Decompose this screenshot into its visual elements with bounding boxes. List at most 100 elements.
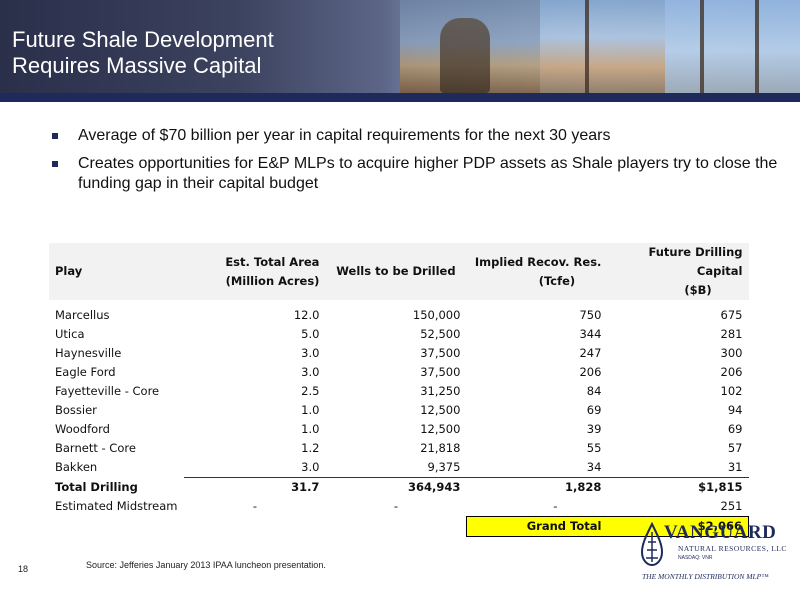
table-header-row: Play Est. Total Area (Million Acres) Wel…	[49, 243, 749, 300]
cell-capital: 675	[720, 308, 743, 322]
cell-area: 12.0	[293, 308, 320, 322]
table-row: Fayetteville - Core 2.5 31,250 84 102	[49, 382, 749, 401]
cell-wells: 37,500	[420, 365, 461, 379]
bullet-item: Creates opportunities for E&P MLPs to ac…	[48, 154, 778, 194]
cell-area: 3.0	[301, 346, 320, 360]
bullet-list: Average of $70 billion per year in capit…	[48, 126, 778, 202]
cell-area: 3.0	[301, 365, 320, 379]
page-title: Future Shale Development Requires Massiv…	[12, 27, 274, 79]
table-row: Haynesville 3.0 37,500 247 300	[49, 344, 749, 363]
worker-silhouette	[440, 18, 490, 93]
midstream-row: Estimated Midstream - - - 251	[49, 497, 749, 517]
cell-area: -	[252, 499, 258, 514]
bullet-text: Creates opportunities for E&P MLPs to ac…	[78, 155, 778, 192]
header-recov-line2: (Tcfe)	[538, 273, 576, 288]
cell-play: Total Drilling	[55, 479, 138, 494]
grand-total-row: Grand Total $2,066	[49, 516, 750, 537]
cell-play: Eagle Ford	[55, 365, 116, 379]
cell-recov: 84	[586, 384, 602, 398]
cell-capital: 251	[720, 499, 743, 513]
table-row: Marcellus 12.0 150,000 750 675	[49, 306, 749, 325]
cell-area: 1.0	[301, 403, 320, 417]
cell-recov: 39	[586, 422, 602, 436]
rig-pole	[700, 0, 704, 93]
cell-area: 5.0	[301, 327, 320, 341]
cell-play: Bossier	[55, 403, 97, 417]
rig-pole	[585, 0, 589, 93]
cell-recov: -	[553, 499, 558, 513]
cell-wells: 12,500	[420, 403, 461, 417]
cell-recov: 206	[579, 365, 602, 379]
cell-recov: 55	[586, 441, 602, 455]
header-area-line1: Est. Total Area	[225, 254, 320, 269]
cell-capital: 31	[727, 460, 743, 474]
table-row: Bakken 3.0 9,375 34 31	[49, 458, 749, 478]
cell-area: 31.7	[184, 477, 326, 497]
cell-play: Woodford	[55, 422, 110, 436]
header-recov: Implied Recov. Res. (Tcfe)	[466, 243, 608, 300]
cell-area: 1.2	[301, 441, 320, 455]
cell-capital: $1,815	[607, 477, 749, 497]
cell-play: Utica	[55, 327, 85, 341]
bullet-square-icon	[52, 161, 58, 167]
cell-capital: 102	[720, 384, 743, 398]
table-row: Eagle Ford 3.0 37,500 206 206	[49, 363, 749, 382]
cell-recov: 1,828	[466, 477, 608, 497]
cell-recov: 34	[586, 460, 602, 474]
cell-play: Estimated Midstream	[55, 499, 178, 514]
cell-capital: 206	[720, 365, 743, 379]
cell-wells: 52,500	[420, 327, 461, 341]
logo-name: VANGUARD	[664, 522, 777, 543]
cell-capital: 69	[727, 422, 743, 436]
cell-area: 3.0	[301, 460, 320, 474]
bullet-text: Average of $70 billion per year in capit…	[78, 127, 611, 144]
cell-play: Barnett - Core	[55, 441, 136, 455]
refinery-photo	[540, 0, 665, 93]
cell-capital: 57	[727, 441, 743, 455]
logo-subtitle: NATURAL RESOURCES, LLC	[678, 544, 787, 553]
logo-exchange: NASDAQ: VNR	[678, 555, 713, 561]
cell-recov: 69	[586, 403, 602, 417]
cell-recov: 247	[579, 346, 602, 360]
cell-wells: 37,500	[420, 346, 461, 360]
page-number: 18	[18, 564, 29, 574]
bullet-square-icon	[52, 133, 58, 139]
cell-capital: 300	[720, 346, 743, 360]
source-note: Source: Jefferies January 2013 IPAA lunc…	[86, 560, 326, 570]
grand-total-value: $2,066	[607, 516, 750, 537]
table-row: Bossier 1.0 12,500 69 94	[49, 401, 749, 420]
cell-recov: 750	[579, 308, 602, 322]
cell-wells: 9,375	[427, 460, 461, 474]
bullet-item: Average of $70 billion per year in capit…	[48, 126, 778, 146]
header-play: Play	[49, 243, 185, 300]
shale-capital-table: Play Est. Total Area (Million Acres) Wel…	[49, 243, 750, 537]
header-capital-line1: Future Drilling Capital	[648, 245, 743, 278]
cell-wells: 150,000	[412, 308, 461, 322]
cell-play: Bakken	[55, 460, 98, 475]
cell-wells: 364,943	[325, 477, 467, 497]
rig-pole	[755, 0, 759, 93]
table-row: Utica 5.0 52,500 344 281	[49, 325, 749, 344]
vanguard-logo: VANGUARD NATURAL RESOURCES, LLC NASDAQ: …	[640, 522, 790, 592]
cell-area: 1.0	[301, 422, 320, 436]
grand-total-label: Grand Total	[465, 516, 608, 537]
drilling-rig-photo	[665, 0, 800, 93]
header-divider-bar	[0, 93, 800, 102]
cell-area: 2.5	[301, 384, 320, 398]
cell-play: Haynesville	[55, 346, 122, 360]
total-drilling-row: Total Drilling 31.7 364,943 1,828 $1,815	[49, 477, 749, 497]
vanguard-drop-icon	[640, 522, 664, 566]
cell-play: Fayetteville - Core	[55, 384, 160, 398]
header-banner: Future Shale Development Requires Massiv…	[0, 0, 800, 93]
table-row: Barnett - Core 1.2 21,818 55 57	[49, 439, 749, 458]
header-capital-line2: ($B)	[684, 283, 712, 297]
cell-wells: 12,500	[420, 422, 461, 436]
header-wells: Wells to be Drilled	[325, 243, 467, 300]
cell-recov: 344	[579, 327, 602, 341]
page-title-line1: Future Shale Development	[12, 27, 274, 52]
header-area-line2: (Million Acres)	[225, 273, 320, 288]
table-row: Woodford 1.0 12,500 39 69	[49, 420, 749, 439]
cell-capital: 281	[720, 327, 743, 341]
page-title-line2: Requires Massive Capital	[12, 53, 262, 78]
cell-wells: -	[393, 499, 399, 514]
